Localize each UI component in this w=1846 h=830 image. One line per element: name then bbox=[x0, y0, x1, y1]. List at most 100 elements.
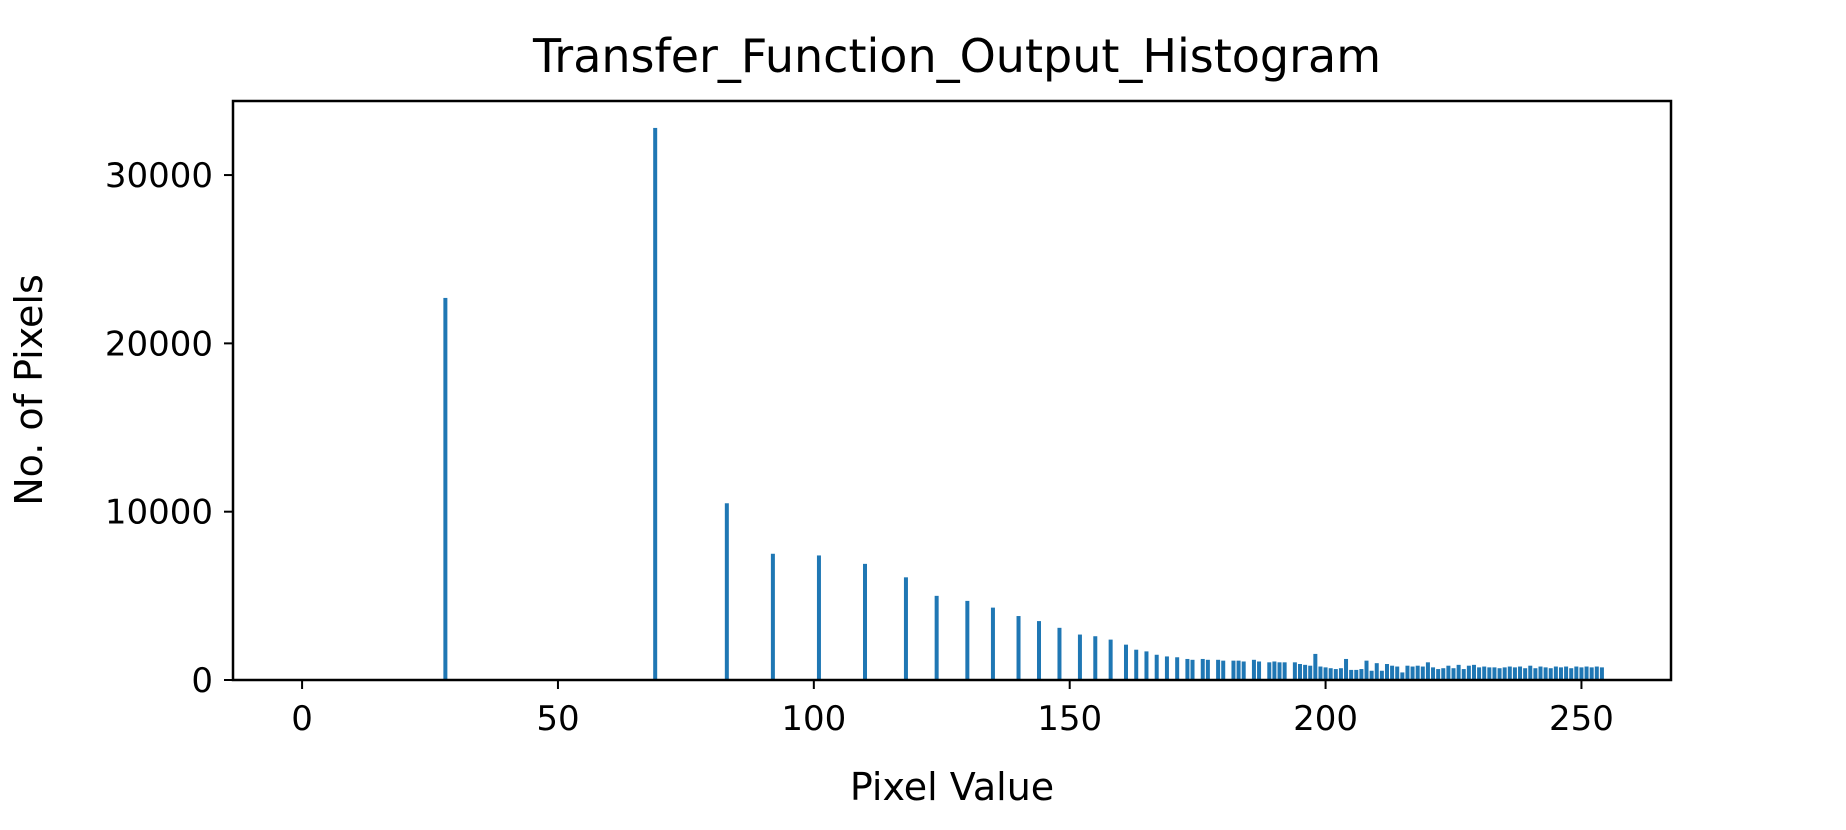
histogram-bar bbox=[1333, 669, 1338, 680]
histogram-bar bbox=[1236, 660, 1241, 680]
histogram-bar bbox=[770, 553, 775, 680]
histogram-bar bbox=[1108, 639, 1113, 680]
histogram-bar bbox=[1349, 669, 1354, 680]
histogram-bar bbox=[1328, 668, 1333, 680]
histogram-bar bbox=[1221, 660, 1226, 680]
histogram-bar bbox=[1487, 667, 1492, 680]
histogram-bar bbox=[1190, 659, 1195, 680]
histogram-bar bbox=[1533, 668, 1538, 680]
histogram-bar bbox=[1379, 670, 1384, 680]
x-tick-label: 250 bbox=[1549, 699, 1614, 739]
histogram-bar bbox=[1400, 672, 1405, 680]
histogram-bar bbox=[1461, 669, 1466, 680]
histogram-bar bbox=[1564, 666, 1569, 680]
y-axis-ticks: 0 10000 20000 30000 bbox=[105, 156, 233, 701]
histogram-bar bbox=[1205, 659, 1210, 680]
histogram-bar bbox=[1374, 663, 1379, 680]
bars-group bbox=[443, 127, 1604, 680]
histogram-bar bbox=[1267, 662, 1272, 680]
histogram-bar bbox=[1543, 667, 1548, 680]
histogram-bar bbox=[1093, 636, 1098, 680]
histogram-bar bbox=[1154, 654, 1159, 680]
histogram-bar bbox=[1420, 666, 1425, 680]
histogram-bar bbox=[1344, 658, 1349, 680]
histogram-bar bbox=[1313, 653, 1318, 680]
chart-title: Transfer_Function_Output_Histogram bbox=[532, 29, 1381, 83]
histogram-bar bbox=[1558, 667, 1563, 680]
histogram-bar bbox=[990, 607, 995, 680]
histogram-bar bbox=[1482, 666, 1487, 680]
histogram-bar bbox=[1123, 644, 1128, 680]
histogram-bar bbox=[1134, 649, 1139, 680]
histogram-bar bbox=[1507, 666, 1512, 680]
histogram-bar bbox=[1292, 662, 1297, 680]
histogram-bar bbox=[1272, 661, 1277, 680]
x-tick-label: 200 bbox=[1293, 699, 1358, 739]
x-tick-label: 100 bbox=[781, 699, 846, 739]
histogram-bar bbox=[1436, 669, 1441, 680]
histogram-bar bbox=[1497, 668, 1502, 680]
histogram-bar bbox=[1318, 666, 1323, 680]
histogram-bar bbox=[1144, 651, 1149, 680]
histogram-bar bbox=[1359, 669, 1364, 680]
histogram-bar bbox=[1308, 665, 1313, 680]
histogram-bar bbox=[1518, 666, 1523, 680]
y-tick-label: 0 bbox=[191, 661, 213, 701]
histogram-bar bbox=[1574, 666, 1579, 680]
histogram-bar bbox=[1599, 667, 1604, 680]
histogram-bar bbox=[1405, 665, 1410, 680]
histogram-bar bbox=[1251, 659, 1256, 680]
histogram-bar bbox=[1446, 665, 1451, 680]
histogram-bar bbox=[1502, 667, 1507, 680]
histogram-bar bbox=[1303, 664, 1308, 680]
histogram-bar bbox=[903, 577, 908, 680]
histogram-bar bbox=[1257, 661, 1262, 680]
histogram-bar bbox=[1390, 665, 1395, 680]
histogram-bar bbox=[1477, 667, 1482, 680]
histogram-bar bbox=[1471, 664, 1476, 680]
histogram-bar bbox=[1528, 665, 1533, 680]
histogram-bar bbox=[1451, 668, 1456, 680]
histogram-bar bbox=[1364, 660, 1369, 680]
histogram-bar bbox=[1569, 668, 1574, 680]
histogram-bar bbox=[1036, 621, 1041, 680]
histogram-bar bbox=[1057, 627, 1062, 680]
histogram-bar bbox=[1277, 662, 1282, 680]
histogram-bar bbox=[1492, 667, 1497, 680]
histogram-bar bbox=[1512, 667, 1517, 680]
y-tick-label: 20000 bbox=[105, 324, 213, 364]
histogram-bar bbox=[1200, 658, 1205, 680]
histogram-bar bbox=[1538, 666, 1543, 680]
histogram-bar bbox=[1466, 665, 1471, 680]
histogram-bar bbox=[1338, 668, 1343, 680]
histogram-bar bbox=[1456, 664, 1461, 680]
histogram-bar bbox=[965, 600, 970, 680]
y-tick-label: 30000 bbox=[105, 156, 213, 196]
histogram-bar bbox=[1185, 658, 1190, 680]
histogram-bar bbox=[1297, 664, 1302, 680]
x-tick-label: 150 bbox=[1037, 699, 1102, 739]
histogram-bar bbox=[1369, 670, 1374, 680]
x-axis-label: Pixel Value bbox=[850, 765, 1054, 809]
histogram-bar bbox=[1323, 667, 1328, 680]
histogram-bar bbox=[1523, 668, 1528, 680]
histogram-bar bbox=[1231, 660, 1236, 680]
histogram-bar bbox=[934, 595, 939, 680]
histogram-bar bbox=[1415, 665, 1420, 680]
histogram-bar bbox=[1175, 657, 1180, 680]
histogram-bar bbox=[1548, 668, 1553, 680]
histogram-bar bbox=[653, 127, 658, 680]
histogram-bar bbox=[1354, 669, 1359, 680]
plot-frame bbox=[231, 99, 1673, 682]
histogram-bar bbox=[1077, 634, 1082, 680]
histogram-bar bbox=[1282, 662, 1287, 680]
y-tick-label: 10000 bbox=[105, 493, 213, 533]
histogram-bar bbox=[1584, 666, 1589, 680]
x-axis-ticks: 0 50 100 150 200 250 bbox=[291, 680, 1614, 739]
histogram-bar bbox=[1425, 662, 1430, 680]
histogram-bar bbox=[1431, 667, 1436, 680]
histogram-bar bbox=[1164, 656, 1169, 680]
histogram-bar bbox=[443, 297, 448, 680]
y-axis-label: No. of Pixels bbox=[7, 274, 51, 506]
histogram-bar bbox=[1395, 666, 1400, 680]
